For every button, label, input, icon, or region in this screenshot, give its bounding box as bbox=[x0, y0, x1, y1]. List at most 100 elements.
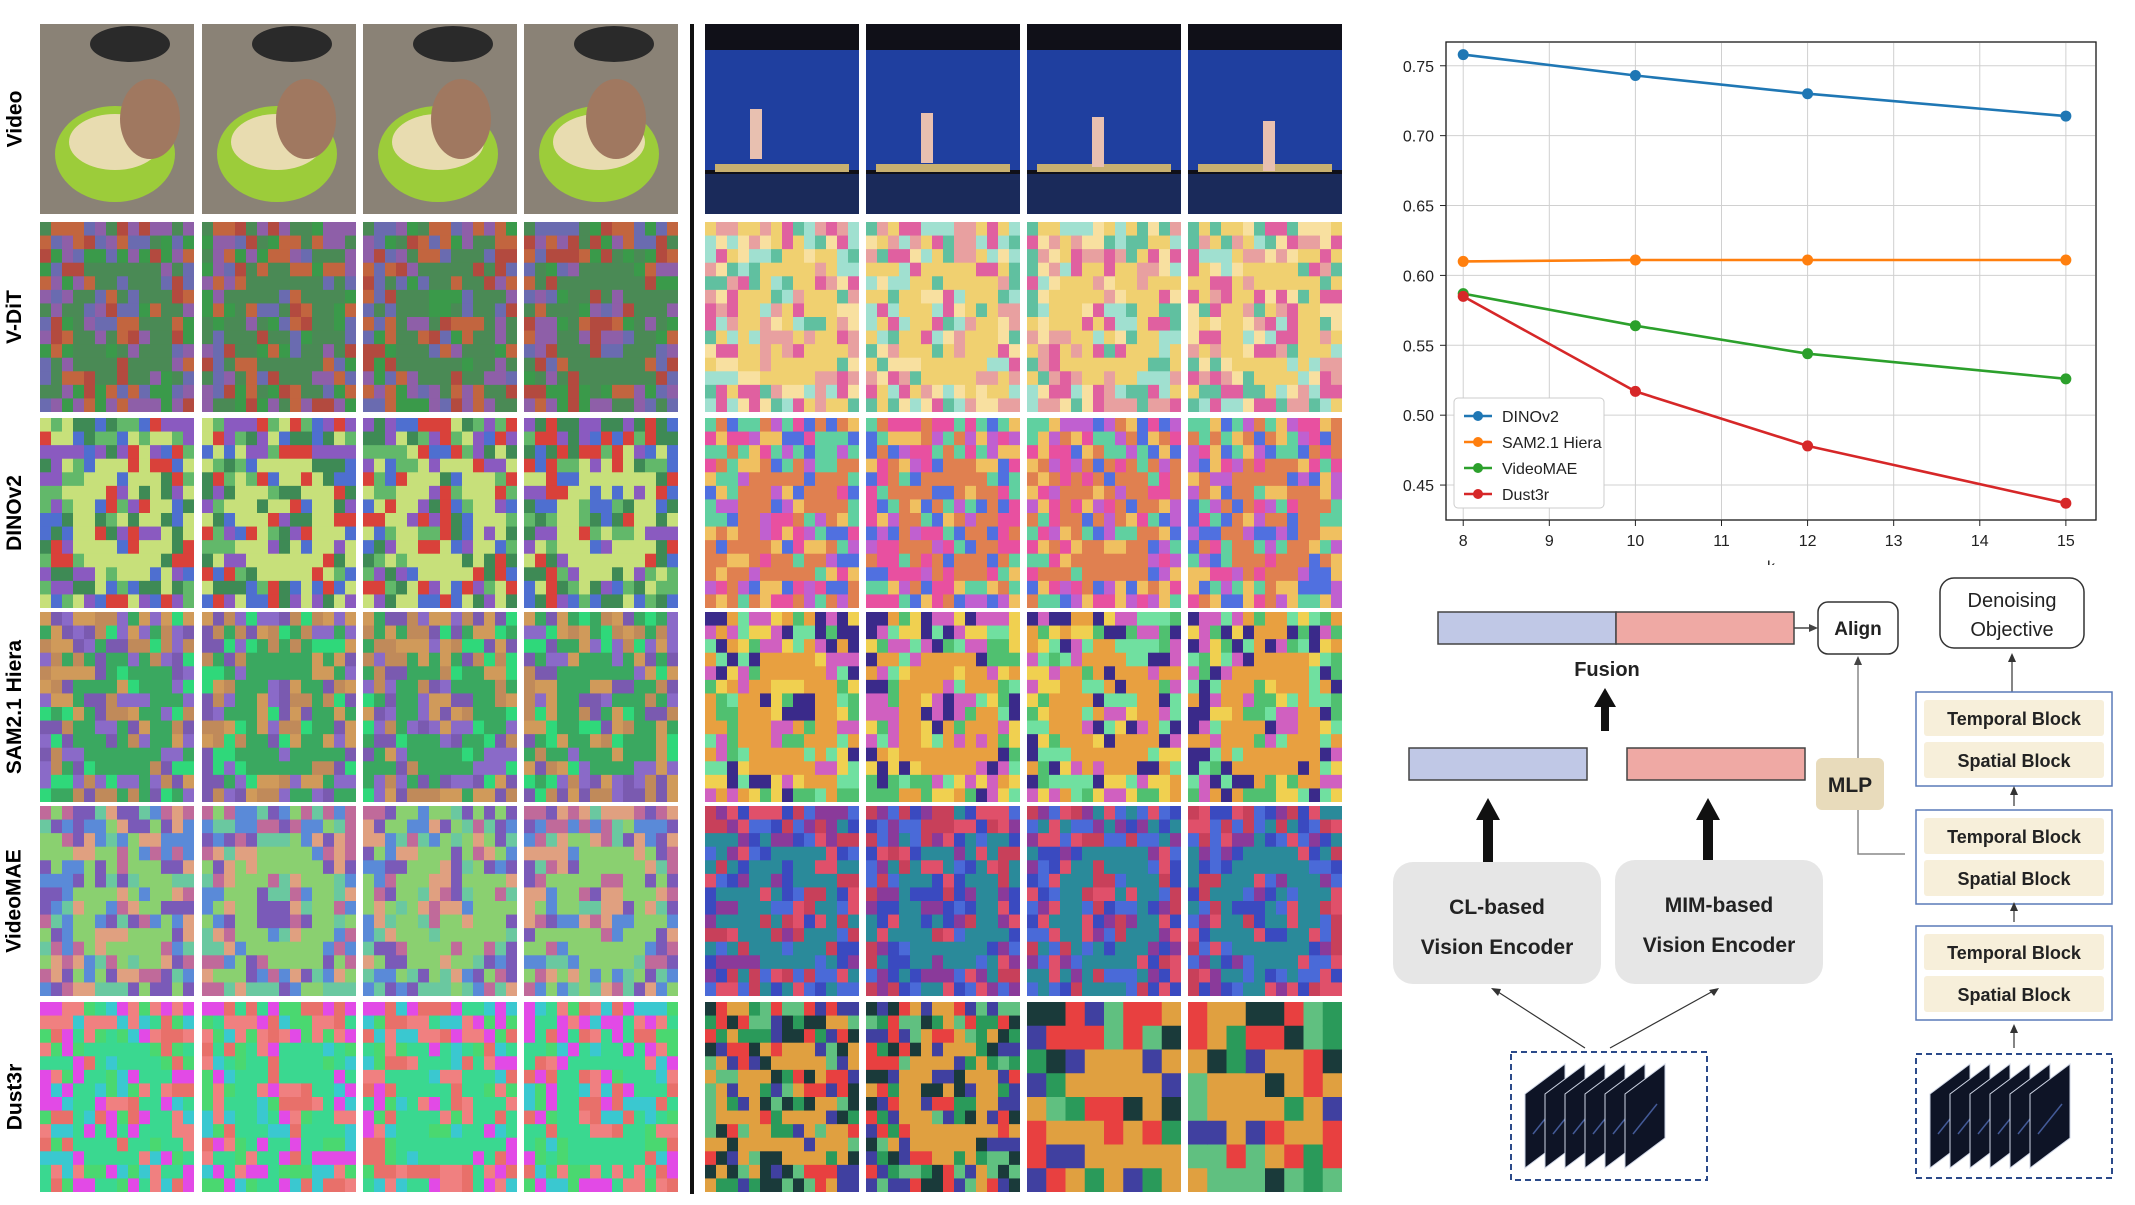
x-tick-label: 13 bbox=[1885, 533, 1903, 550]
data-point bbox=[2060, 497, 2072, 509]
legend-swatch-marker bbox=[1473, 437, 1483, 447]
architecture-diagram: Align Fusion CL-based Vision Encoder MIM… bbox=[1393, 577, 2113, 1181]
feature-map-tile bbox=[866, 222, 1020, 412]
x-tick-label: 12 bbox=[1799, 533, 1817, 550]
x-tick-label: 15 bbox=[2057, 533, 2075, 550]
video-frame-thumbnail bbox=[866, 24, 1020, 214]
feature-map-tile bbox=[1188, 418, 1342, 608]
feature-map-tile bbox=[202, 222, 356, 412]
feature-map-tile bbox=[524, 418, 678, 608]
fusion-label: Fusion bbox=[1574, 659, 1640, 681]
feature-map-tile bbox=[705, 612, 859, 802]
x-tick-label: 11 bbox=[1713, 533, 1730, 550]
video-frame-thumbnail bbox=[40, 24, 194, 214]
fused-feature-mim-part bbox=[1615, 611, 1795, 645]
video-frames-stack bbox=[1524, 1063, 1666, 1169]
feature-map-tile bbox=[1027, 418, 1181, 608]
feature-map-tile bbox=[866, 418, 1020, 608]
feature-map-tile bbox=[363, 418, 517, 608]
video-frame-thumbnail bbox=[1027, 24, 1181, 214]
feature-map-tile bbox=[202, 418, 356, 608]
y-tick-label: 0.50 bbox=[1403, 408, 1434, 425]
feature-map-tile bbox=[1027, 222, 1181, 412]
row-label-text: Dust3r bbox=[3, 1063, 26, 1131]
legend-entry: DINOv2 bbox=[1502, 409, 1559, 426]
feature-map-tile bbox=[363, 806, 517, 996]
denoising-label-2: Objective bbox=[1970, 619, 2053, 641]
arrowhead bbox=[2010, 902, 2018, 911]
series-line bbox=[1462, 292, 2067, 381]
feature-map-tile bbox=[524, 806, 678, 996]
feature-map-tile bbox=[40, 222, 194, 412]
temporal-block bbox=[1924, 700, 2104, 736]
y-tick-label: 0.55 bbox=[1403, 338, 1434, 355]
spatial-block bbox=[1924, 742, 2104, 778]
feature-map-tile bbox=[202, 1002, 356, 1192]
mim-vision-encoder bbox=[1615, 860, 1823, 984]
x-axis-label: k bbox=[1767, 559, 1776, 565]
frame-streak bbox=[1632, 1103, 1658, 1135]
row-label-text: Video bbox=[3, 90, 27, 148]
feature-map-tile bbox=[524, 612, 678, 802]
feature-map-tile bbox=[705, 418, 859, 608]
video-frame-thumbnail bbox=[202, 24, 356, 214]
data-point bbox=[1802, 348, 1814, 360]
feature-map-tile bbox=[1188, 1002, 1342, 1192]
fused-feature-cl-part bbox=[1437, 611, 1617, 645]
data-point bbox=[1629, 254, 1641, 266]
y-tick-label: 0.60 bbox=[1403, 268, 1434, 285]
row-label: VideoMAE bbox=[0, 806, 30, 996]
data-point bbox=[1802, 88, 1814, 100]
video-frame-thumbnail bbox=[705, 24, 859, 214]
y-tick-label: 0.75 bbox=[1403, 59, 1434, 76]
feature-map-tile bbox=[40, 612, 194, 802]
feature-map-tile bbox=[866, 1002, 1020, 1192]
cl-vision-encoder bbox=[1393, 862, 1601, 984]
data-point bbox=[1457, 49, 1469, 61]
spatial-block bbox=[1924, 860, 2104, 896]
video-frame bbox=[1624, 1063, 1666, 1169]
arrowhead bbox=[2010, 1024, 2018, 1033]
row-label: Video bbox=[0, 24, 30, 214]
feature-map-tile bbox=[705, 222, 859, 412]
feature-map-tile bbox=[40, 418, 194, 608]
spatial-block-label: Spatial Block bbox=[1957, 751, 2071, 771]
denoising-label-1: Denoising bbox=[1968, 590, 2057, 612]
legend-entry: Dust3r bbox=[1502, 487, 1550, 504]
cl-feature-bar bbox=[1408, 747, 1588, 781]
arrowhead bbox=[2010, 786, 2018, 795]
feature-map-tile bbox=[40, 806, 194, 996]
series-line bbox=[1463, 258, 2066, 263]
mim-feature-bar bbox=[1626, 747, 1806, 781]
y-tick-label: 0.45 bbox=[1403, 478, 1434, 495]
legend-entry: SAM2.1 Hiera bbox=[1502, 435, 1602, 452]
video-frame-thumbnail bbox=[1188, 24, 1342, 214]
feature-map-tile bbox=[1027, 806, 1181, 996]
feature-map-tile bbox=[363, 612, 517, 802]
series-line bbox=[1462, 295, 2067, 505]
feature-map-tile bbox=[1027, 612, 1181, 802]
video-frames-stack bbox=[1929, 1063, 2071, 1169]
feature-map-tile bbox=[1188, 806, 1342, 996]
legend-swatch-marker bbox=[1473, 463, 1483, 473]
video-frame bbox=[2029, 1063, 2071, 1169]
feature-map-tile bbox=[1027, 1002, 1181, 1192]
row-label: SAM2.1 Hiera bbox=[0, 612, 30, 802]
data-point bbox=[1629, 70, 1641, 82]
dit-block-stack: Temporal Block Spatial Block Temporal Bloc… bbox=[1915, 691, 2113, 1048]
x-tick-label: 9 bbox=[1545, 533, 1554, 550]
feature-map-tile bbox=[705, 806, 859, 996]
mlp-box bbox=[1816, 758, 1884, 810]
row-label: Dust3r bbox=[0, 1002, 30, 1192]
feature-map-tile bbox=[524, 1002, 678, 1192]
row-label-text: SAM2.1 Hiera bbox=[3, 639, 27, 775]
panel-divider bbox=[690, 24, 694, 1194]
mlp-label: MLP bbox=[1828, 774, 1872, 797]
mim-encoder-label-2: Vision Encoder bbox=[1643, 934, 1796, 957]
video-frame-thumbnail bbox=[363, 24, 517, 214]
spatial-block bbox=[1924, 976, 2104, 1012]
align-box bbox=[1817, 601, 1899, 655]
series-line bbox=[1463, 53, 2067, 118]
row-label: V-DiT bbox=[0, 222, 30, 412]
mim-encoder-label-1: MIM-based bbox=[1665, 894, 1774, 917]
